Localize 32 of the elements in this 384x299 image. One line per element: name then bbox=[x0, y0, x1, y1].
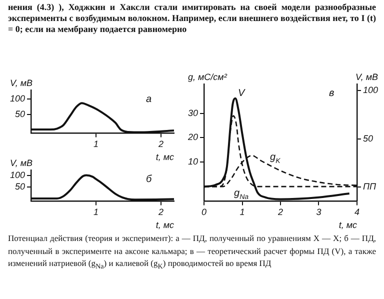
y-tick-label: 50 bbox=[15, 182, 26, 192]
y-axis-title: g, мС/см² bbox=[188, 72, 228, 82]
chart-title: б bbox=[146, 174, 152, 185]
text: нения (4.3) ), Ходжкин и Хаксли стали имитировать на своей модели разнообразные эксперименты с возбудимым волокном. Например, если внешнего воздействия нет, то I (t) = 0; если на мембрану подается равномерно bbox=[8, 2, 376, 35]
y-tick-label: 20 bbox=[186, 132, 198, 142]
x-tick-label: 1 bbox=[240, 207, 245, 218]
x-axis-title: t, мс bbox=[156, 152, 174, 162]
x-tick-label: 0 bbox=[202, 207, 207, 218]
x-axis-title: t, мс bbox=[156, 220, 174, 230]
y-tick-label: 30 bbox=[188, 108, 198, 118]
y-axis-title: V, мВ bbox=[10, 78, 33, 88]
x-tick-label: 1 bbox=[94, 139, 99, 150]
x-tick-label: 4 bbox=[354, 207, 360, 218]
x-axis-title: t, мс bbox=[338, 220, 358, 230]
x-tick-label: 1 bbox=[94, 207, 99, 218]
chart-title: в bbox=[328, 88, 334, 99]
y2-tick-label: ПП bbox=[362, 181, 377, 192]
y2-tick-label: 50 bbox=[362, 133, 373, 144]
y-tick-label: 100 bbox=[10, 94, 26, 104]
series-label: V bbox=[238, 88, 246, 99]
y2-tick-label: 100 bbox=[362, 85, 378, 96]
x-tick-label: 3 bbox=[316, 207, 322, 218]
y-tick-label: 50 bbox=[15, 108, 26, 119]
y-tick-label: 10 bbox=[188, 156, 198, 167]
x-tick-label: 2 bbox=[157, 207, 164, 218]
y2-axis-title: V, мВ bbox=[355, 72, 378, 82]
x-tick-label: 2 bbox=[276, 207, 284, 218]
text: Потенциал действия (теория и эксперимент): а — ПД, полученный по уравнениям Х — Х; б — ПД, полученный в эксперименте на аксоне кальмара; в — теоретический расчет формы ПД (V), а также изменений натриевой (g$_{Na}$) и калиевой (g$_{K}$) проводимостей во время ПД bbox=[8, 232, 376, 273]
y-axis-title: V, мВ bbox=[10, 158, 33, 168]
y-tick-label: 100 bbox=[10, 170, 26, 180]
chart-title: а bbox=[146, 94, 152, 105]
x-tick-label: 2 bbox=[157, 139, 164, 150]
